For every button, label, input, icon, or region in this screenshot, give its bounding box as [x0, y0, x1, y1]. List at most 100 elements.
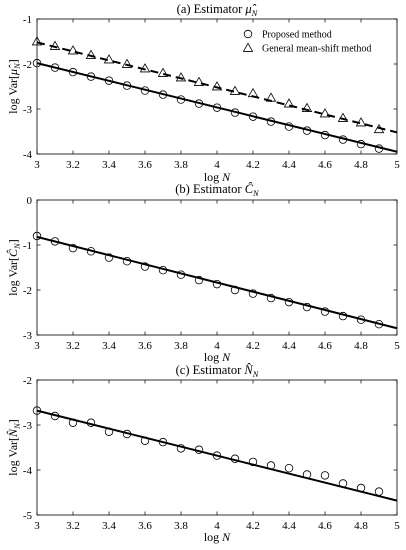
x-tick-label: 5 — [394, 159, 400, 171]
data-point-circle — [212, 451, 222, 460]
x-tick-label: 4.4 — [282, 159, 296, 171]
x-tick-label: 4.2 — [246, 340, 260, 352]
y-tick-label: -2 — [23, 285, 32, 297]
x-tick-label: 3.2 — [66, 520, 80, 532]
data-point-circle — [248, 112, 258, 121]
data-point-circle — [122, 81, 132, 90]
x-tick-label: 4 — [214, 340, 220, 352]
x-tick-label: 3.4 — [102, 159, 116, 171]
data-point-circle — [356, 483, 366, 493]
y-axis-label: log Var[μ̂N] — [6, 59, 22, 113]
data-point-circle — [266, 293, 276, 303]
x-tick-label: 5 — [394, 520, 400, 532]
y-tick-label: -4 — [23, 149, 33, 161]
chart-panel-2: 3 3.2 3.4 3.6 3.8 4 4.2 4.4 4.6 4.8 5 -3 -2 -1 0 (b) Es… — [6, 182, 400, 364]
x-tick-label: 5 — [394, 340, 400, 352]
data-point-circle — [212, 279, 222, 289]
y-tick-label: 0 — [27, 195, 33, 207]
data-point-circle — [356, 315, 366, 324]
fit-line-1 — [36, 235, 398, 330]
data-point-circle — [50, 237, 60, 246]
y-tick-label: -3 — [23, 104, 33, 116]
y-tick-label: -3 — [23, 420, 33, 432]
fit-line-2 — [36, 41, 398, 134]
data-point-circle — [284, 464, 294, 473]
data-point-circle — [320, 471, 330, 480]
y-tick-label: -4 — [23, 465, 33, 477]
data-point-circle — [266, 461, 276, 470]
y-axis-label: log Var[N̂N] — [6, 419, 22, 475]
chart-title: (c) Estimator N̂N — [176, 363, 260, 379]
data-point-triangle — [373, 123, 385, 134]
data-point-circle — [176, 444, 186, 453]
x-tick-label: 4.4 — [282, 340, 296, 352]
data-point-circle — [230, 285, 240, 295]
x-tick-label: 3.8 — [174, 340, 188, 352]
data-point-triangle — [157, 67, 169, 77]
y-tick-label: -1 — [23, 14, 32, 26]
legend-label: Proposed method — [262, 30, 332, 41]
data-point-triangle — [211, 81, 223, 91]
data-point-circle — [50, 411, 60, 421]
x-tick-label: 4.2 — [246, 520, 260, 532]
x-tick-label: 3.8 — [174, 520, 188, 532]
data-point-circle — [32, 406, 42, 415]
y-tick-label: -2 — [23, 375, 32, 387]
data-point-circle — [302, 470, 312, 479]
x-tick-label: 3.6 — [138, 520, 152, 532]
data-point-triangle — [121, 58, 133, 68]
data-point-circle — [86, 418, 96, 427]
data-point-triangle — [229, 85, 241, 95]
data-point-circle — [176, 95, 186, 104]
legend-marker-circle — [243, 29, 253, 39]
data-point-circle — [194, 445, 204, 454]
data-point-triangle — [265, 92, 277, 102]
x-tick-label: 4.2 — [246, 159, 260, 171]
data-point-triangle — [355, 117, 367, 127]
data-point-triangle — [67, 45, 79, 55]
x-tick-label: 3.4 — [102, 520, 116, 532]
data-point-circle — [50, 63, 60, 72]
data-point-circle — [374, 320, 384, 329]
data-point-triangle — [31, 36, 43, 46]
data-point-circle — [86, 72, 96, 81]
y-axis-label: log Var[ĈN] — [6, 239, 22, 295]
data-point-triangle — [247, 87, 259, 98]
data-point-circle — [68, 418, 78, 427]
data-point-triangle — [301, 102, 313, 112]
x-tick-label: 3.2 — [66, 340, 80, 352]
x-tick-label: 3.2 — [66, 159, 80, 171]
x-tick-label: 4.6 — [318, 520, 332, 532]
data-point-circle — [284, 122, 294, 131]
data-point-circle — [86, 247, 96, 256]
data-point-circle — [104, 427, 114, 436]
x-tick-label: 4 — [214, 520, 220, 532]
x-tick-label: 3 — [34, 520, 40, 532]
data-point-circle — [158, 266, 168, 275]
data-point-triangle — [85, 49, 97, 59]
y-tick-label: -1 — [23, 240, 32, 252]
x-tick-label: 3.4 — [102, 340, 116, 352]
data-point-triangle — [319, 108, 331, 118]
data-point-circle — [194, 275, 204, 285]
data-point-circle — [338, 479, 348, 488]
x-axis-label: log N — [204, 350, 231, 364]
fit-line-1 — [36, 62, 398, 153]
chart-panel-3: 3 3.2 3.4 3.6 3.8 4 4.2 4.4 4.6 4.8 5 -5 -4 -3 -2 (c) E… — [6, 363, 400, 544]
data-point-circle — [158, 90, 168, 99]
data-point-circle — [320, 307, 330, 316]
legend-label: General mean-shift method — [262, 44, 371, 55]
data-point-triangle — [175, 72, 187, 82]
data-point-circle — [194, 99, 204, 108]
x-tick-label: 4.6 — [318, 340, 332, 352]
data-point-circle — [248, 289, 258, 298]
data-point-circle — [248, 457, 258, 467]
chart-title: (b) Estimator ĈN — [175, 182, 260, 198]
data-point-circle — [140, 436, 150, 445]
data-point-triangle — [193, 76, 205, 86]
chart-title: (a) Estimator μ̂N — [177, 2, 259, 18]
data-point-circle — [212, 103, 222, 112]
data-point-triangle — [49, 40, 61, 50]
data-point-circle — [176, 270, 186, 279]
